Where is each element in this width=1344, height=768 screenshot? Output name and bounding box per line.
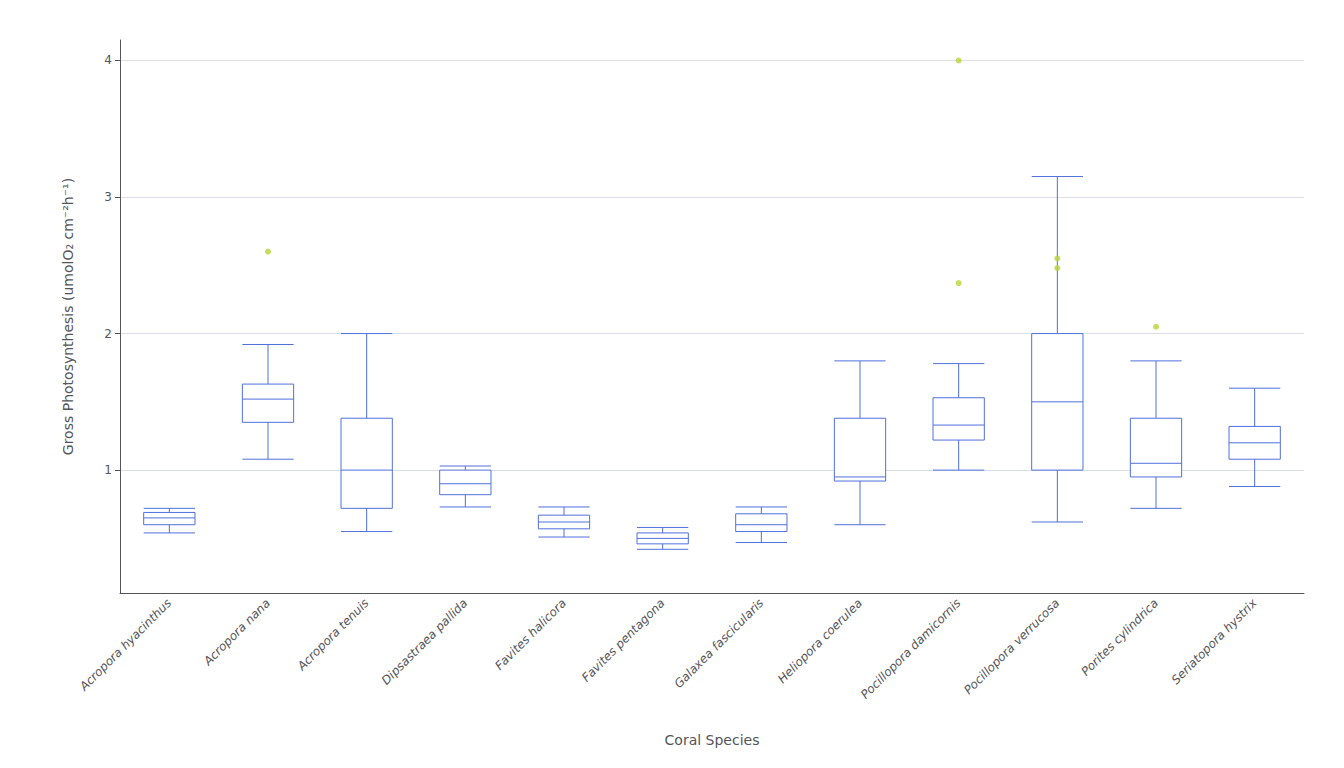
svg-text:Favites halicora: Favites halicora: [492, 596, 569, 673]
svg-text:Porites cylindrica: Porites cylindrica: [1078, 596, 1161, 679]
svg-text:Seriatopora hystrix: Seriatopora hystrix: [1169, 595, 1261, 687]
svg-text:Dipsastraea pallida: Dipsastraea pallida: [379, 596, 470, 687]
svg-text:Pocillopora damicornis: Pocillopora damicornis: [858, 596, 964, 702]
svg-text:Coral Species: Coral Species: [665, 732, 760, 748]
svg-text:1: 1: [104, 463, 112, 477]
svg-text:Favites pentagona: Favites pentagona: [579, 596, 668, 685]
svg-text:3: 3: [104, 190, 112, 204]
svg-text:2: 2: [104, 327, 112, 341]
svg-text:Acropora hyacinthus: Acropora hyacinthus: [76, 596, 174, 694]
svg-text:Gross Photosynthesis (umolO₂ c: Gross Photosynthesis (umolO₂ cm⁻²h⁻¹): [60, 178, 76, 455]
svg-text:Pocillopora verrucosa: Pocillopora verrucosa: [961, 596, 1062, 697]
svg-text:4: 4: [104, 53, 112, 67]
svg-text:Acropora tenuis: Acropora tenuis: [294, 596, 372, 674]
svg-text:Acropora nana: Acropora nana: [200, 596, 273, 669]
svg-text:Galaxea fascicularis: Galaxea fascicularis: [672, 596, 767, 691]
svg-text:Heliopora coerulea: Heliopora coerulea: [775, 596, 865, 686]
